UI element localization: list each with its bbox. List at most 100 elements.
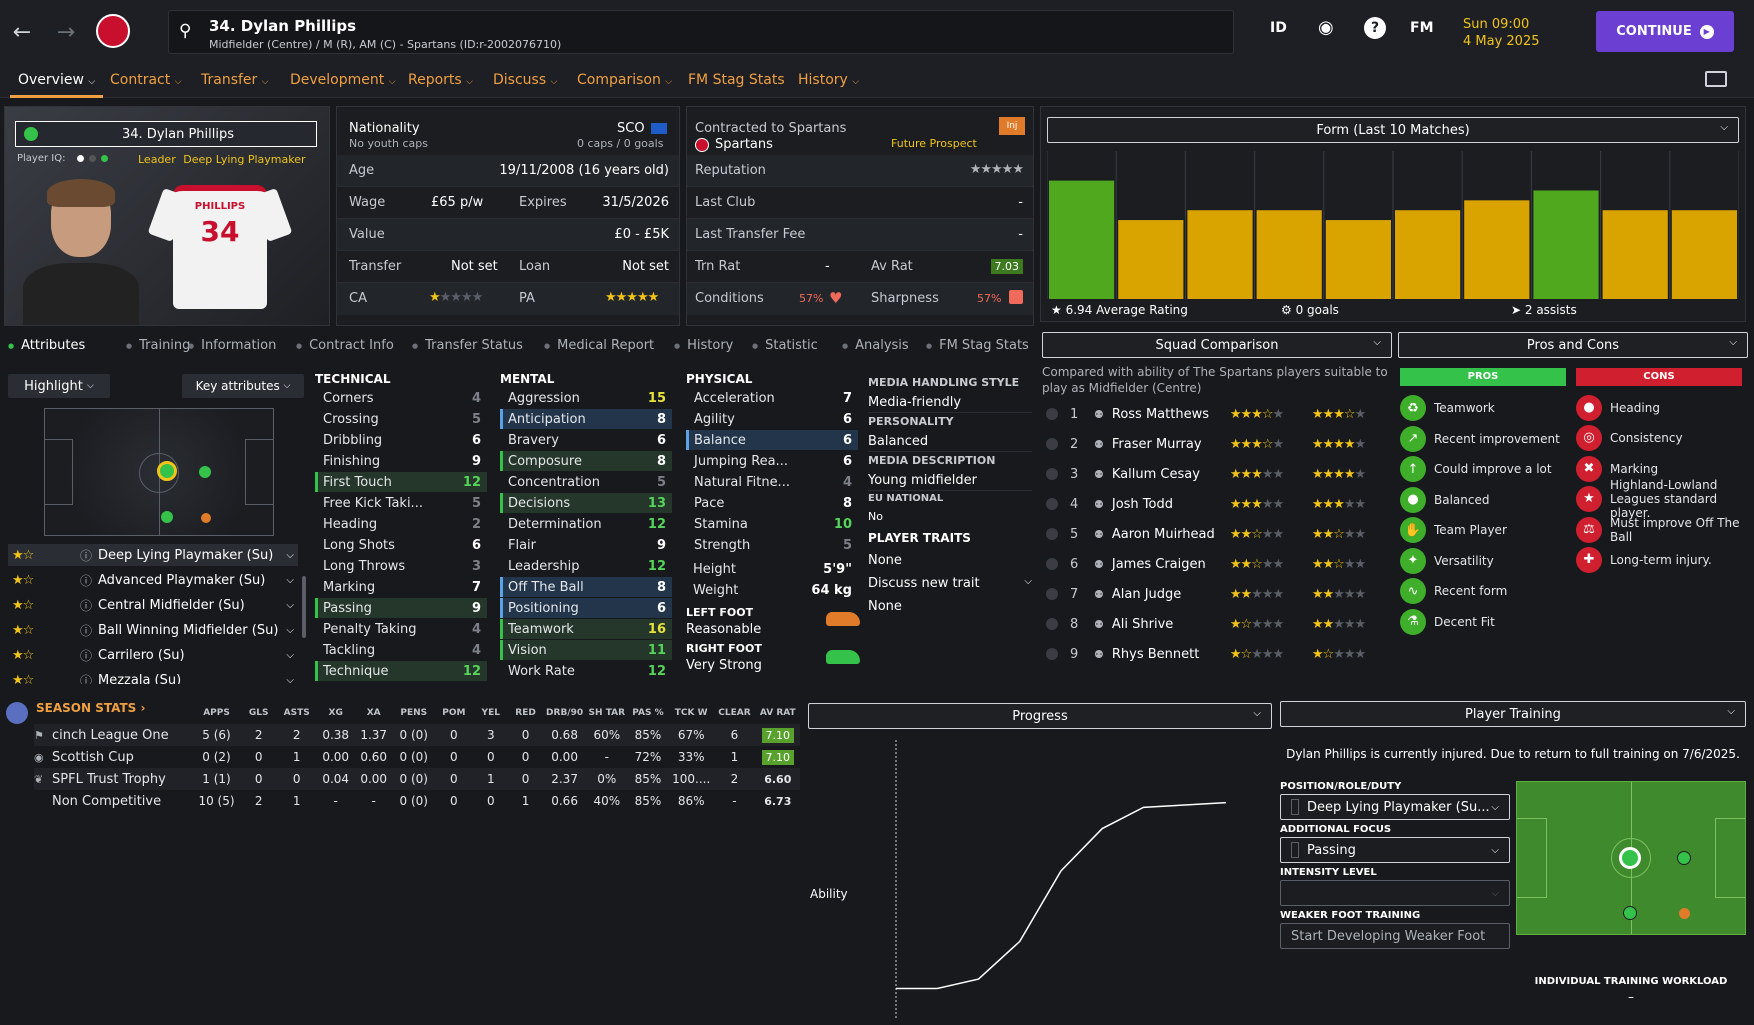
globe-icon[interactable]: ◉ [1318,17,1334,38]
attribute-row[interactable]: Acceleration 7 [686,388,858,408]
continue-button[interactable]: CONTINUE ▶ [1596,11,1734,52]
squad-row[interactable]: 1 ⚉ Ross Matthews ★★★☆★ ★★★☆★ [1042,399,1390,429]
form-dropdown[interactable]: Form (Last 10 Matches) ⌵ [1047,117,1739,143]
attribute-row[interactable]: Technique 12 [315,661,487,681]
attribute-row[interactable]: Aggression 15 [500,388,672,408]
player-training-dropdown[interactable]: Player Training ⌵ [1280,701,1746,727]
form-bar[interactable] [1256,210,1322,299]
club-crest-icon[interactable] [96,14,130,48]
menu-overview[interactable]: Overview ⌵ [9,72,104,98]
squad-row[interactable]: 3 ⚉ Kallum Cesay ★★★★★ ★★★★★ [1042,459,1390,489]
attribute-row[interactable]: First Touch 12 [315,472,487,492]
club-link[interactable]: Spartans [695,137,773,152]
key-attributes-dropdown[interactable]: Key attributes ⌵ [182,374,304,398]
chevron-down-icon[interactable]: ⌵ [286,549,294,561]
nation[interactable]: SCO [617,121,667,136]
attribute-row[interactable]: Vision 11 [500,640,672,660]
info-icon[interactable]: ⓘ [80,648,93,663]
info-icon[interactable]: ⓘ [80,623,93,638]
position-pitch[interactable] [44,408,274,536]
attribute-row[interactable]: Stamina 10 [686,514,858,534]
pros-cons-dropdown[interactable]: Pros and Cons ⌵ [1398,332,1748,358]
attribute-row[interactable]: Long Throws 3 [315,556,487,576]
info-icon[interactable]: ⓘ [80,673,93,685]
intensity-level-select[interactable]: ⌵ [1280,880,1510,906]
attribute-row[interactable]: Finishing 9 [315,451,487,471]
attribute-row[interactable]: Penalty Taking 4 [315,619,487,639]
season-row[interactable]: ⚑ cinch League One 5 (6) 2 2 0.38 1.37 0 (0) 0 3 0… [34,724,800,746]
role-list-scrollbar[interactable] [302,576,306,638]
attribute-row[interactable]: Flair 9 [500,535,672,555]
tab-attributes[interactable]: Attributes [8,338,85,353]
attribute-row[interactable]: Concentration 5 [500,472,672,492]
player-search-box[interactable]: ⚲ 34. Dylan Phillips Midfielder (Centre)… [168,10,1234,54]
attribute-row[interactable]: Work Rate 12 [500,661,672,681]
attribute-row[interactable]: Pace 8 [686,493,858,513]
attribute-row[interactable]: Decisions 13 [500,493,672,513]
chevron-down-icon[interactable]: ⌵ [286,624,294,636]
role-row[interactable]: ★☆ ⓘ Deep Lying Playmaker (Su) ⌵ [8,544,298,566]
tab-training[interactable]: Training [126,338,190,353]
attribute-row[interactable]: Corners 4 [315,388,487,408]
attribute-row[interactable]: Tackling 4 [315,640,487,660]
menu-reports[interactable]: Reports ⌵ [408,72,473,88]
fm-icon[interactable]: FM [1410,20,1434,36]
menu-comparison[interactable]: Comparison ⌵ [577,72,673,88]
highlight-dropdown[interactable]: Highlight ⌵ [8,374,110,398]
chevron-down-icon[interactable]: ⌵ [286,649,294,661]
tab-transfer-status[interactable]: Transfer Status [412,338,523,353]
attribute-row[interactable]: Composure 8 [500,451,672,471]
tab-fm-stag-stats[interactable]: FM Stag Stats [926,338,1029,353]
training-pitch[interactable] [1516,781,1746,935]
info-icon[interactable]: ⓘ [80,548,93,563]
role-row[interactable]: ★☆ ⓘ Carrilero (Su) ⌵ [8,644,298,666]
tab-history[interactable]: History [674,338,733,353]
squad-row[interactable]: 7 ⚉ Alan Judge ★★★★★ ★★★★★ [1042,579,1390,609]
squad-row[interactable]: 9 ⚉ Rhys Bennett ★☆★★★ ★☆★★★ [1042,639,1390,669]
tab-information[interactable]: Information [188,338,276,353]
role-row[interactable]: ★☆ ⓘ Advanced Playmaker (Su) ⌵ [8,569,298,591]
menu-history[interactable]: History ⌵ [798,72,860,88]
form-bar[interactable] [1187,210,1253,299]
progress-dropdown[interactable]: Progress ⌵ [808,703,1272,729]
season-row[interactable]: ◉ Scottish Cup 0 (2) 0 1 0.00 0.60 0 (0) 0 0 0 0.00… [34,746,800,768]
attribute-row[interactable]: Jumping Rea... 6 [686,451,858,471]
attribute-row[interactable]: Anticipation 8 [500,409,672,429]
role-row[interactable]: ★☆ ⓘ Mezzala (Su) ⌵ [8,669,298,685]
form-bar[interactable] [1049,180,1115,299]
info-icon[interactable]: ⓘ [80,573,93,588]
info-icon[interactable]: ⓘ [80,598,93,613]
attribute-row[interactable]: Bravery 6 [500,430,672,450]
attribute-row[interactable]: Leadership 12 [500,556,672,576]
ability-line[interactable] [896,801,1227,990]
form-bar[interactable] [1118,220,1184,299]
tab-medical-report[interactable]: Medical Report [544,338,654,353]
role-row[interactable]: ★☆ ⓘ Central Midfielder (Su) ⌵ [8,594,298,616]
form-bar[interactable] [1325,220,1391,299]
attribute-row[interactable]: Long Shots 6 [315,535,487,555]
attribute-row[interactable]: Passing 9 [315,598,487,618]
attribute-row[interactable]: Marking 7 [315,577,487,597]
attribute-row[interactable]: Determination 12 [500,514,672,534]
menu-contract[interactable]: Contract ⌵ [110,72,182,88]
attribute-row[interactable]: Natural Fitne... 4 [686,472,858,492]
form-bar[interactable] [1464,200,1530,299]
role-row[interactable]: ★☆ ⓘ Ball Winning Midfielder (Su) ⌵ [8,619,298,641]
discuss-trait-dropdown[interactable]: Discuss new trait ⌵ [868,576,1032,591]
season-row[interactable]: ❦ SPFL Trust Trophy 1 (1) 0 0 0.04 0.00 0 (0) 0 1… [34,768,800,790]
attribute-row[interactable]: Strength 5 [686,535,858,555]
season-stats-link[interactable]: SEASON STATS › [36,701,146,715]
menu-fm-stag-stats[interactable]: FM Stag Stats [688,72,785,88]
attribute-row[interactable]: Balance 6 [686,430,858,450]
forward-arrow-icon[interactable]: → [56,19,76,45]
attribute-row[interactable]: Teamwork 16 [500,619,672,639]
squad-row[interactable]: 4 ⚉ Josh Todd ★★★★★ ★★★★★ [1042,489,1390,519]
additional-focus-select[interactable]: Passing ⌵ [1280,837,1510,863]
form-bar[interactable] [1671,210,1737,299]
tab-analysis[interactable]: Analysis [842,338,909,353]
id-icon[interactable]: ID [1270,20,1287,36]
squad-row[interactable]: 5 ⚉ Aaron Muirhead ★★☆★★ ★★☆★★ [1042,519,1390,549]
chevron-down-icon[interactable]: ⌵ [286,599,294,611]
squad-comparison-dropdown[interactable]: Squad Comparison ⌵ [1042,332,1392,358]
squad-row[interactable]: 6 ⚉ James Craigen ★★☆★★ ★★☆★★ [1042,549,1390,579]
